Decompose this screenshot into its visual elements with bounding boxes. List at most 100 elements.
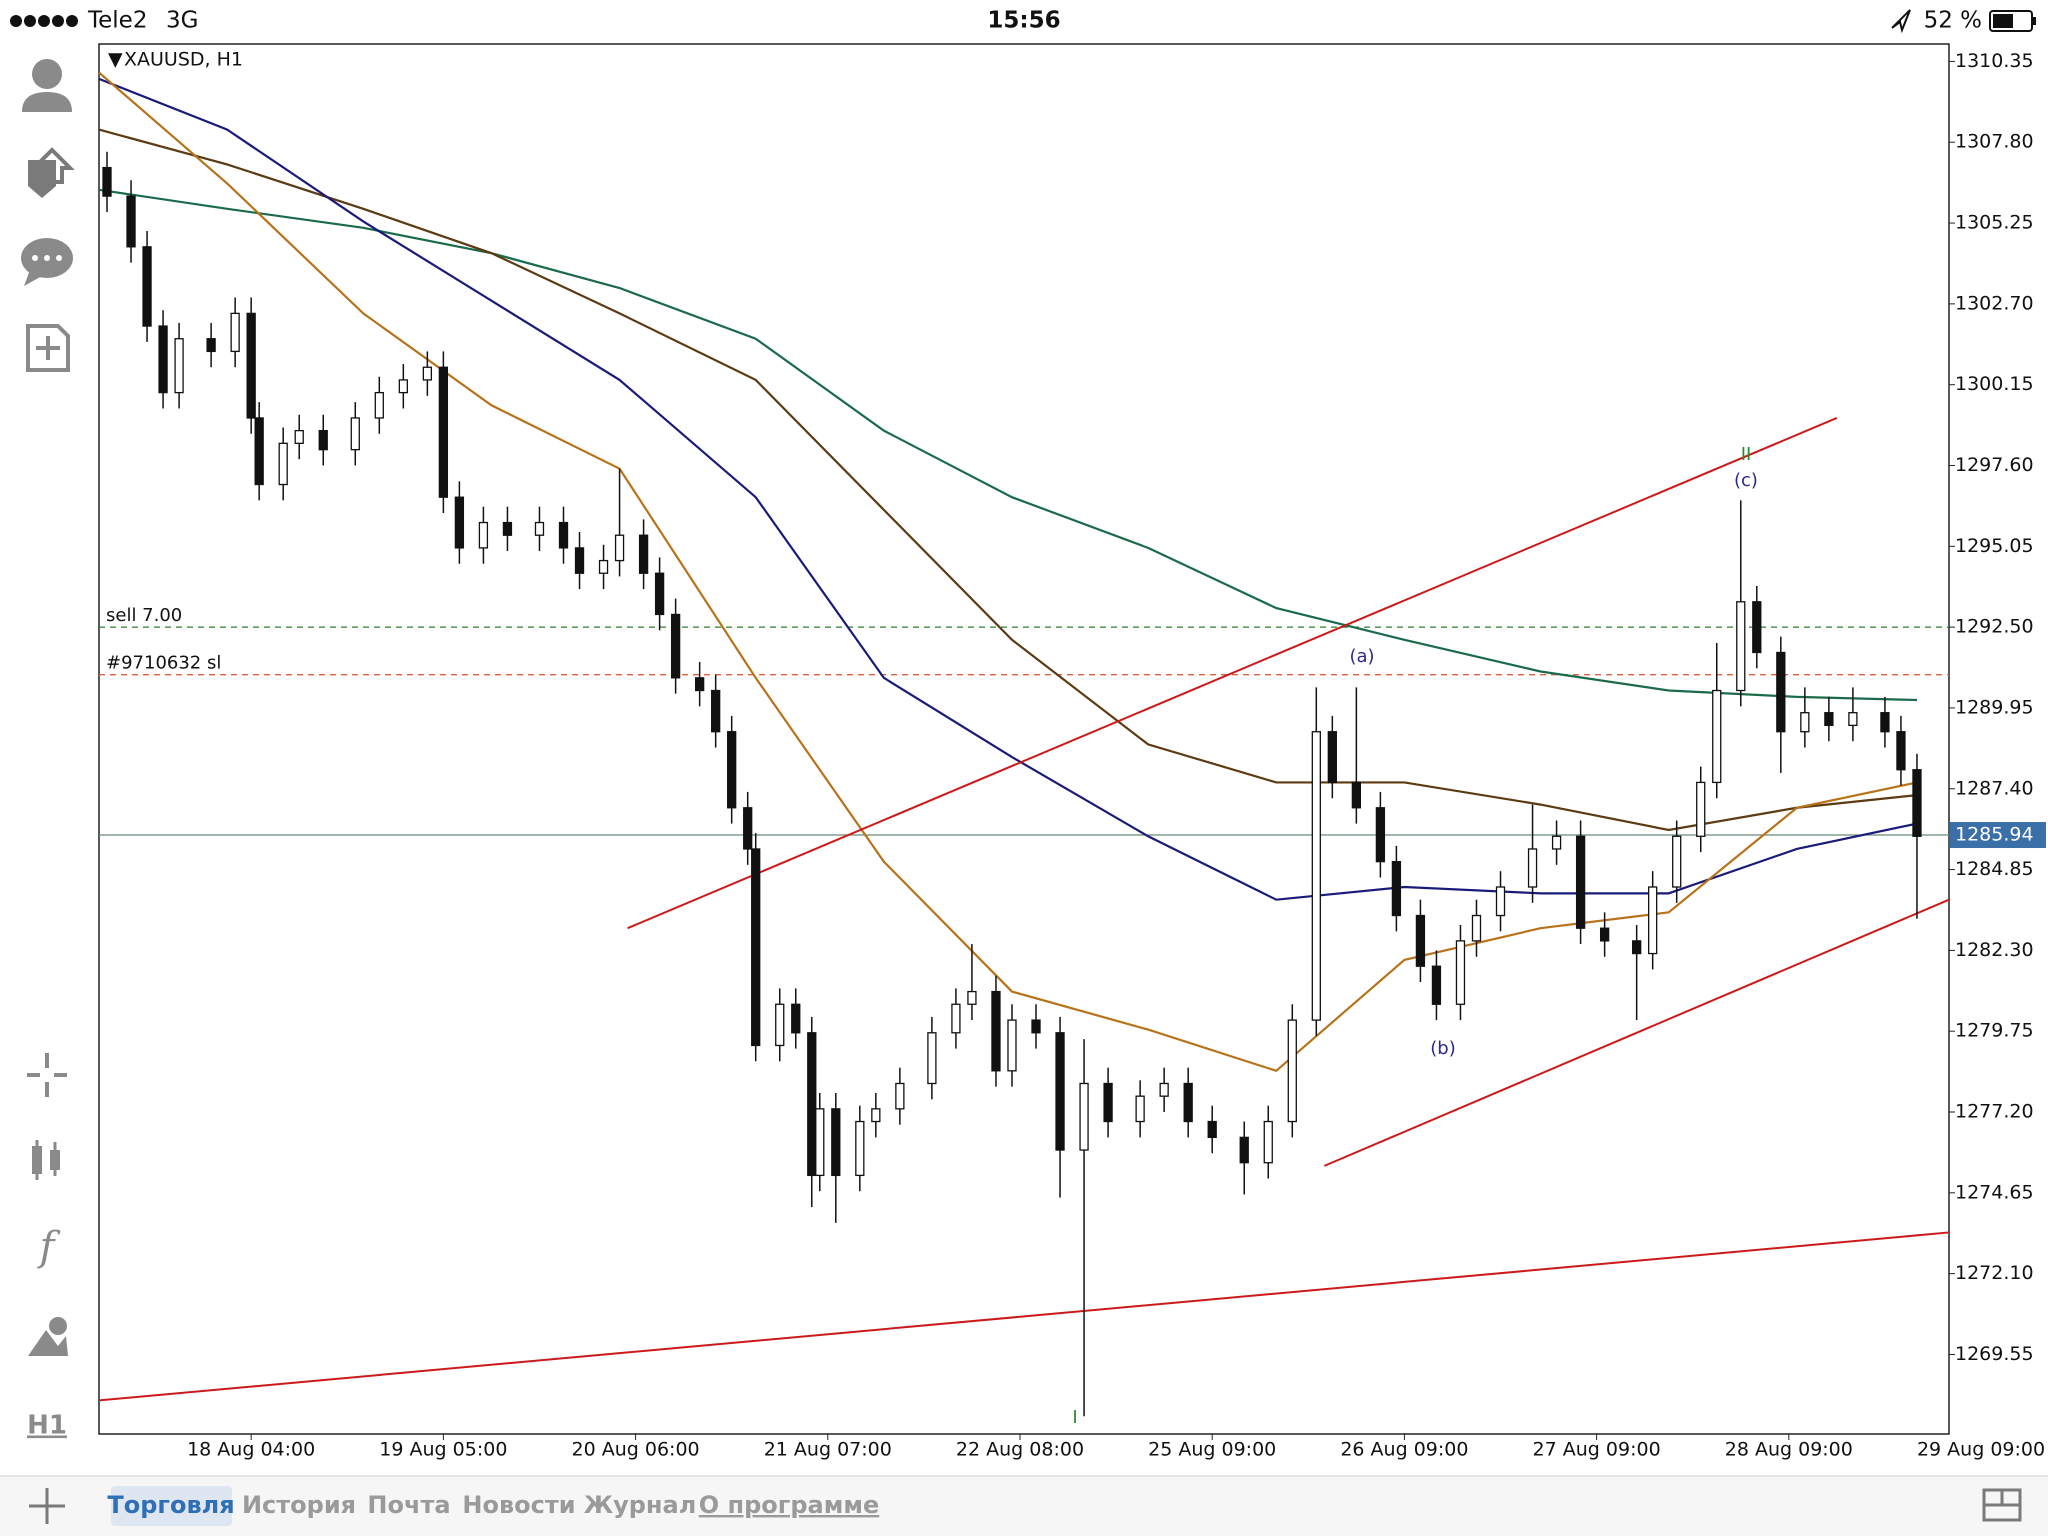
battery-level [1993, 14, 2013, 28]
candle-body [1712, 689, 1722, 784]
active-tab-background [111, 1486, 232, 1526]
candle-body [1696, 781, 1706, 837]
new-order-icon[interactable] [26, 324, 70, 372]
wave-label: (a) [1349, 646, 1374, 667]
chart-frame [98, 43, 1950, 1435]
candle-body [1431, 965, 1442, 1005]
candle-body [743, 807, 753, 850]
y-tick-label: 1310.35 [1955, 50, 2034, 72]
candle-body [1263, 1120, 1273, 1164]
candle-body [454, 496, 465, 549]
candle-body [927, 1032, 937, 1085]
y-tick-label: 1305.25 [1955, 212, 2034, 234]
tab[interactable]: Новости [462, 1491, 575, 1519]
moving-average [98, 77, 1918, 901]
candle-body [670, 613, 681, 679]
y-tick-label: 1292.50 [1955, 616, 2034, 638]
chart-title[interactable]: XAUUSD, H1 [124, 49, 243, 71]
add-button[interactable] [29, 1488, 65, 1524]
candle-body [278, 442, 288, 486]
candle-body [126, 195, 136, 248]
quotes-icon[interactable] [28, 147, 75, 198]
candle-body [574, 547, 585, 574]
y-tick-label: 1289.95 [1955, 696, 2034, 718]
candle-body [951, 1003, 961, 1034]
candle-body [638, 534, 649, 574]
candle-body [1031, 1019, 1041, 1034]
candle-body [1575, 835, 1586, 929]
y-tick-label: 1274.65 [1955, 1181, 2034, 1203]
wave-label: II [1741, 444, 1752, 465]
y-tick-label: 1269.55 [1955, 1343, 2034, 1365]
order-level-label: #9710632 sl [106, 653, 221, 674]
candle-body [871, 1108, 881, 1123]
candle-body [1672, 835, 1682, 888]
tab-bar: Торговля История Почта Новости Журнал О прогр… [0, 1475, 2048, 1536]
x-tick-label: 21 Aug 07:00 [764, 1439, 892, 1461]
chart-type-icon[interactable] [32, 1140, 60, 1180]
crosshair-icon[interactable] [27, 1053, 67, 1097]
candle-body [1239, 1136, 1249, 1164]
candle-body [1912, 769, 1922, 837]
y-tick-label: 1287.40 [1955, 777, 2034, 799]
plot: 1310.35 1307.80 1305.25 1302.70 1300.15 1297.… [98, 50, 2046, 1461]
candle-body [831, 1108, 841, 1177]
moving-average [98, 188, 1917, 702]
current-price-tag [1950, 822, 2046, 849]
timeframe-button[interactable]: H1 [27, 1411, 67, 1441]
candle-body [1736, 601, 1746, 692]
candle-body [614, 534, 625, 562]
battery-percent: 52 % [1924, 8, 1982, 34]
active-tab[interactable]: Торговля [107, 1491, 234, 1519]
x-tick-label: 19 Aug 05:00 [379, 1439, 507, 1461]
tabs: Торговля История Почта Новости Журнал О прогр… [107, 1486, 879, 1526]
candle-body [422, 366, 433, 381]
y-tick-label: 1279.75 [1955, 1020, 2034, 1042]
candle-body [855, 1120, 865, 1177]
tab[interactable]: Журнал [584, 1491, 697, 1519]
y-tick-label: 1284.85 [1955, 858, 2034, 880]
candle-body [1007, 1019, 1017, 1072]
candle-body [142, 246, 152, 327]
candle-body [711, 689, 721, 733]
objects-icon[interactable] [28, 1317, 68, 1356]
candle-body [1527, 848, 1538, 888]
account-icon[interactable] [22, 59, 72, 112]
candle-body [1287, 1019, 1297, 1123]
chat-icon[interactable] [21, 238, 73, 286]
candle-body [654, 572, 665, 616]
candle-body [1103, 1082, 1113, 1123]
symbol-menu-arrow[interactable]: ▼ [108, 49, 123, 71]
candle-body [1375, 807, 1386, 863]
tab[interactable]: Почта [367, 1491, 450, 1519]
trend-line [98, 1231, 1950, 1402]
carrier: Tele2 [87, 8, 147, 34]
x-tick-label: 25 Aug 09:00 [1148, 1439, 1276, 1461]
tab[interactable]: История [242, 1491, 356, 1519]
battery-icon [1989, 10, 2033, 32]
candle-body [1776, 651, 1786, 733]
candle-body [318, 429, 328, 451]
candle-body [694, 677, 705, 692]
layout-icon[interactable] [1982, 1488, 2022, 1522]
wave-label: (b) [1430, 1038, 1455, 1059]
candle-body [895, 1082, 905, 1110]
candle-body [350, 417, 360, 451]
candle-body [775, 1003, 785, 1047]
x-tick-label: 29 Aug 09:00 [1917, 1439, 2045, 1461]
tab[interactable]: О программе [699, 1491, 879, 1519]
x-tick-label: 22 Aug 08:00 [956, 1439, 1084, 1461]
candle-body [1207, 1120, 1217, 1139]
sidebar: f H1 [21, 59, 75, 1441]
candle-body [254, 417, 264, 486]
candle-body [1648, 886, 1658, 955]
candle-body [534, 521, 545, 536]
candle-body [206, 338, 216, 353]
signal-icon [10, 15, 78, 27]
moving-average [98, 128, 1918, 832]
candle-body [246, 312, 256, 419]
candle-body [815, 1108, 825, 1177]
candle-body [1055, 1032, 1065, 1151]
